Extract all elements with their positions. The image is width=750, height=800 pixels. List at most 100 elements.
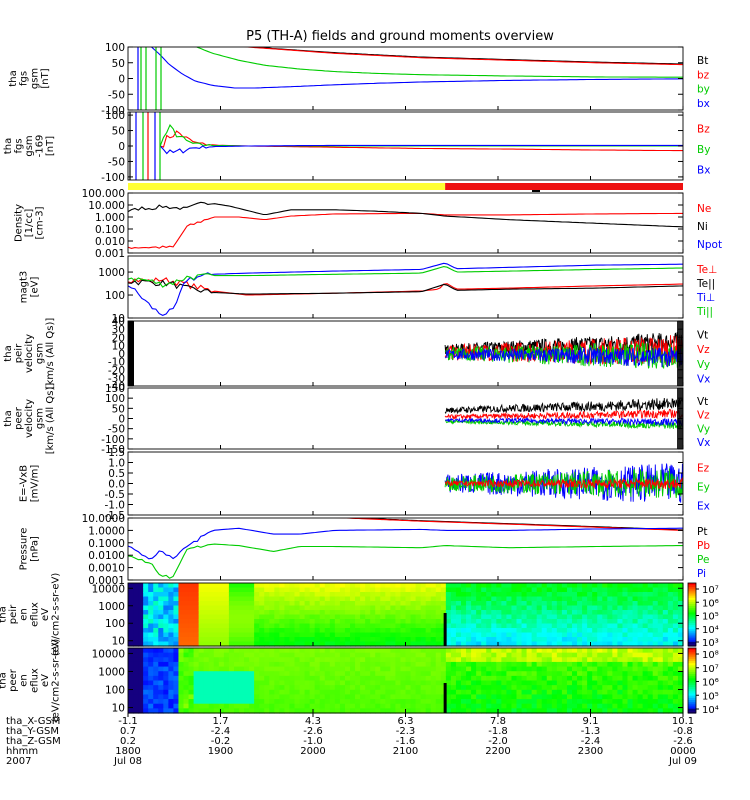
spectrogram-cell bbox=[455, 652, 462, 658]
spectrogram-cell bbox=[450, 619, 457, 625]
panel-efield: 1.51.00.50.0-0.5-1.0-1.5E=-VxB [mV/m] EzEy… bbox=[19, 447, 710, 522]
spectrogram-cell bbox=[506, 587, 513, 593]
spectrogram-cell bbox=[309, 623, 316, 629]
spectrogram-cell bbox=[249, 675, 255, 682]
spectrogram-cell bbox=[274, 619, 280, 625]
spectrogram-cell bbox=[289, 661, 296, 668]
spectrogram-cell bbox=[450, 680, 457, 686]
spectrogram-cell bbox=[254, 601, 260, 607]
y-tick-label: 0.001 bbox=[95, 248, 125, 260]
series-line-vz bbox=[444, 408, 683, 421]
spectrogram-cell bbox=[602, 689, 608, 696]
spectrogram-cell bbox=[178, 623, 185, 629]
spectrogram-cell bbox=[455, 685, 462, 691]
colorbar-swatch bbox=[688, 693, 696, 697]
spectrogram-cell bbox=[622, 614, 629, 620]
spectrogram-cell bbox=[662, 657, 669, 663]
y-label-line: [eV] bbox=[29, 277, 40, 298]
spectrogram-cell bbox=[350, 661, 356, 668]
spectrogram-cell bbox=[375, 689, 381, 696]
spectrogram-cell bbox=[370, 641, 376, 647]
spectrogram-cell bbox=[324, 675, 331, 682]
spectrogram-cell bbox=[153, 685, 159, 691]
spectrogram-cell bbox=[405, 596, 412, 602]
spectrogram-cell bbox=[566, 648, 573, 654]
spectrogram-cell bbox=[617, 685, 624, 691]
spectrogram-cell bbox=[632, 614, 639, 620]
spectrogram-cell bbox=[657, 596, 664, 602]
spectrogram-cell bbox=[561, 694, 568, 700]
spectrogram-cell bbox=[612, 619, 619, 625]
spectrogram-cell bbox=[304, 605, 311, 611]
spectrogram-cell bbox=[314, 601, 321, 607]
spectrogram-cell bbox=[380, 694, 386, 700]
spectrogram-cell bbox=[405, 587, 412, 593]
y-label-line: peir bbox=[8, 604, 19, 624]
y-tick-label: 100 bbox=[105, 685, 125, 697]
spectrogram-cell bbox=[617, 632, 624, 638]
spectrogram-cell bbox=[254, 675, 260, 682]
spectrogram-cell bbox=[672, 652, 679, 658]
legend-label: Te⊥ bbox=[696, 264, 717, 276]
spectrogram-cell bbox=[637, 641, 644, 647]
spectrogram-cell bbox=[294, 605, 301, 611]
spectrogram-cell bbox=[607, 661, 613, 668]
spectrogram-cell bbox=[198, 675, 205, 682]
spectrogram-cell bbox=[208, 680, 215, 686]
spectrogram-cell bbox=[133, 601, 139, 607]
spectrogram-cell bbox=[652, 694, 659, 700]
spectrogram-cell bbox=[355, 657, 361, 663]
spectrogram-cell bbox=[405, 652, 412, 658]
spectrogram-cell bbox=[526, 610, 533, 616]
spectrogram-cell bbox=[546, 632, 553, 638]
spectrogram-cell bbox=[556, 652, 563, 658]
spectrogram-cell bbox=[577, 648, 583, 654]
spectrogram-cell bbox=[642, 587, 649, 593]
spectrogram-cell bbox=[516, 623, 523, 629]
spectrogram-cell bbox=[198, 587, 205, 593]
spectrogram-cell bbox=[551, 628, 558, 634]
spectrogram-cell bbox=[501, 587, 508, 593]
spectrogram-cell bbox=[344, 605, 351, 611]
spectrogram-cell bbox=[587, 680, 593, 686]
spectrogram-cell bbox=[405, 601, 412, 607]
spectrogram-cell bbox=[541, 661, 548, 668]
spectrogram-cell bbox=[526, 699, 533, 705]
spectrogram-cell bbox=[365, 637, 371, 643]
spectrogram-cell bbox=[365, 592, 371, 598]
spectrogram-cell bbox=[203, 648, 210, 654]
spectrogram-cell bbox=[430, 632, 437, 638]
spectrogram-cell bbox=[511, 641, 518, 647]
spectrogram-cell bbox=[481, 637, 487, 643]
spectrogram-cell bbox=[223, 652, 230, 658]
spectrogram-cell bbox=[163, 628, 169, 634]
spectrogram-cell bbox=[531, 614, 538, 620]
y-label-line: E=-VxB bbox=[19, 465, 30, 502]
spectrogram-cell bbox=[279, 596, 286, 602]
spectrogram-cell bbox=[360, 661, 366, 668]
spectrogram-cell bbox=[435, 623, 442, 629]
spectrogram-cell bbox=[158, 605, 164, 611]
ephemeris-value: -0.2 bbox=[211, 736, 231, 747]
spectrogram-cell bbox=[324, 661, 331, 668]
y-axis-label: E=-VxB [mV/m] bbox=[19, 465, 41, 503]
spectrogram-cell bbox=[259, 666, 265, 672]
spectrogram-cell bbox=[617, 648, 624, 654]
spectrogram-cell bbox=[178, 596, 185, 602]
spectrogram-cell bbox=[294, 587, 301, 593]
spectrogram-cell bbox=[294, 703, 301, 709]
spectrogram-cell bbox=[244, 641, 250, 647]
spectrogram-cell bbox=[461, 641, 467, 647]
spectrogram-cell bbox=[233, 601, 240, 607]
spectrogram-cell bbox=[536, 652, 543, 658]
spectrogram-cell bbox=[405, 614, 412, 620]
spectrogram-cell bbox=[339, 689, 346, 696]
spectrogram-cell bbox=[526, 605, 533, 611]
y-tick-label: -40 bbox=[108, 381, 125, 393]
spectrogram-cell bbox=[299, 587, 306, 593]
spectrogram-cell bbox=[617, 596, 624, 602]
spectrogram-cell bbox=[572, 703, 578, 709]
spectrogram-cell bbox=[491, 583, 497, 589]
spectrogram-cell bbox=[672, 592, 679, 598]
